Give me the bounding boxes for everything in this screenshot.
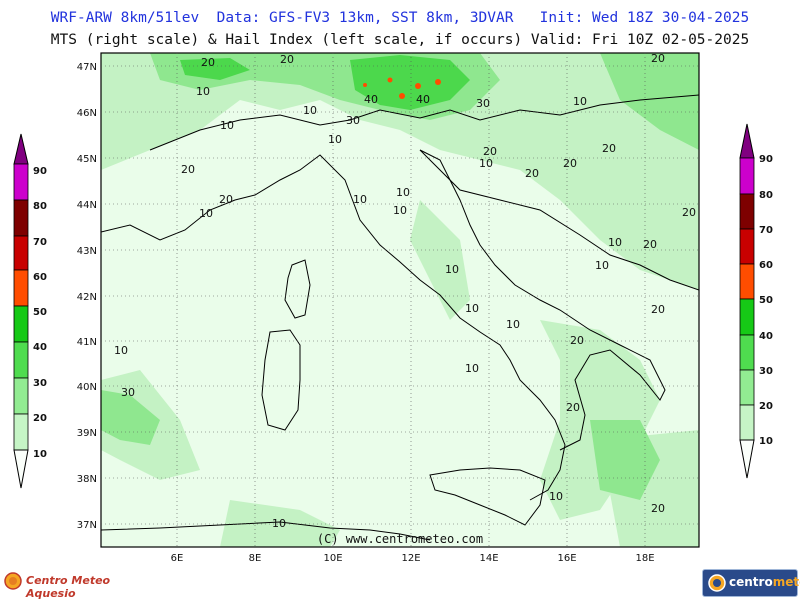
left-scale-label: 60	[33, 272, 47, 283]
globe-icon	[708, 574, 726, 592]
lat-label: 40N	[77, 382, 97, 393]
contour-label: 10	[328, 133, 342, 146]
contour-label: 10	[303, 104, 317, 117]
left-scale-label: 10	[33, 449, 47, 460]
contour-label: 10	[199, 207, 213, 220]
contour-labels: 20 20 10 10 10 10 30 20 40 40 30 10 20 1…	[114, 52, 696, 530]
contour-label: 10	[445, 263, 459, 276]
left-scale-label: 70	[33, 237, 47, 248]
left-scale-label: 30	[33, 378, 47, 389]
contour-label: 20	[570, 334, 584, 347]
contour-label: 20	[181, 163, 195, 176]
contour-label: 10	[479, 157, 493, 170]
contour-label: 10	[549, 490, 563, 503]
header-model-info: WRF-ARW 8km/51lev Data: GFS-FV3 13km, SS…	[50, 10, 750, 26]
contour-label: 20	[483, 145, 497, 158]
contour-label: 10	[608, 236, 622, 249]
sun-icon	[4, 572, 22, 590]
lat-label: 42N	[77, 292, 97, 303]
map-frame	[100, 52, 700, 548]
contour-label: 10	[465, 362, 479, 375]
contour-label: 10	[393, 204, 407, 217]
contour-label: 20	[566, 401, 580, 414]
contour-label: 30	[121, 386, 135, 399]
logo-left-text: Centro Meteo Aquesio	[26, 574, 111, 600]
contour-label: 10	[595, 259, 609, 272]
lon-label: 16E	[557, 553, 576, 564]
right-scale-label: 70	[759, 225, 773, 236]
contour-label: 20	[563, 157, 577, 170]
centro-meteo-aquesio-logo[interactable]: Centro Meteo Aquesio	[4, 568, 144, 600]
lat-label: 41N	[77, 337, 97, 348]
contour-label: 20	[525, 167, 539, 180]
contour-label: 20	[651, 52, 665, 65]
lon-label: 12E	[401, 553, 420, 564]
lon-label: 14E	[479, 553, 498, 564]
contour-label: 20	[682, 206, 696, 219]
right-color-scale: 90 80 70 60 50 40 30 20 10	[739, 123, 773, 479]
lat-label: 38N	[77, 474, 97, 485]
contour-label: 40	[416, 93, 430, 106]
contour-label: 10	[506, 318, 520, 331]
contour-label: 10	[220, 119, 234, 132]
contour-label: 20	[643, 238, 657, 251]
coastlines	[101, 94, 699, 541]
contour-label: 20	[602, 142, 616, 155]
right-scale-label: 30	[759, 366, 773, 377]
lat-label: 46N	[77, 108, 97, 119]
contour-label: 10	[272, 517, 286, 530]
contour-label: 10	[573, 95, 587, 108]
header-field-info: MTS (right scale) & Hail Index (left sca…	[50, 32, 750, 48]
contour-label: 10	[114, 344, 128, 357]
contour-label: 30	[346, 114, 360, 127]
lat-label: 43N	[77, 246, 97, 257]
contour-label: 30	[476, 97, 490, 110]
contour-label: 20	[651, 303, 665, 316]
left-color-scale: 90 80 70 60 50 40 30 20 10	[13, 133, 47, 489]
contour-label: 10	[465, 302, 479, 315]
contour-label: 10	[353, 193, 367, 206]
contour-label: 40	[364, 93, 378, 106]
lat-label: 37N	[77, 520, 97, 531]
logo-right-text-b: meteo	[772, 575, 800, 589]
logo-right-text-a: centro	[729, 575, 773, 589]
lon-label: 10E	[323, 553, 342, 564]
lon-label: 6E	[171, 553, 184, 564]
contour-label: 10	[396, 186, 410, 199]
left-scale-label: 90	[33, 166, 47, 177]
right-scale-label: 50	[759, 295, 773, 306]
contour-label: 10	[196, 85, 210, 98]
contour-label: 20	[651, 502, 665, 515]
right-scale-label: 80	[759, 190, 773, 201]
left-scale-label: 50	[33, 307, 47, 318]
copyright-text: (C) www.centrometeo.com	[316, 532, 484, 546]
right-scale-label: 60	[759, 260, 773, 271]
contour-label: 20	[280, 53, 294, 66]
left-scale-label: 40	[33, 342, 47, 353]
contour-label: 20	[219, 193, 233, 206]
centrometeo-logo[interactable]: centrometeo	[702, 569, 800, 597]
lat-label: 39N	[77, 428, 97, 439]
contour-label: 20	[201, 56, 215, 69]
lat-label: 44N	[77, 200, 97, 211]
latitude-labels: 47N 46N 45N 44N 43N 42N 41N 40N 39N 38N …	[77, 62, 97, 531]
right-scale-label: 10	[759, 436, 773, 447]
lon-label: 8E	[249, 553, 262, 564]
right-scale-label: 40	[759, 331, 773, 342]
lon-label: 18E	[635, 553, 654, 564]
left-scale-label: 20	[33, 413, 47, 424]
right-scale-label: 90	[759, 154, 773, 165]
left-scale-label: 80	[33, 201, 47, 212]
right-scale-label: 20	[759, 401, 773, 412]
longitude-labels: 6E 8E 10E 12E 14E 16E 18E	[171, 553, 655, 564]
lat-label: 45N	[77, 154, 97, 165]
lat-label: 47N	[77, 62, 97, 73]
